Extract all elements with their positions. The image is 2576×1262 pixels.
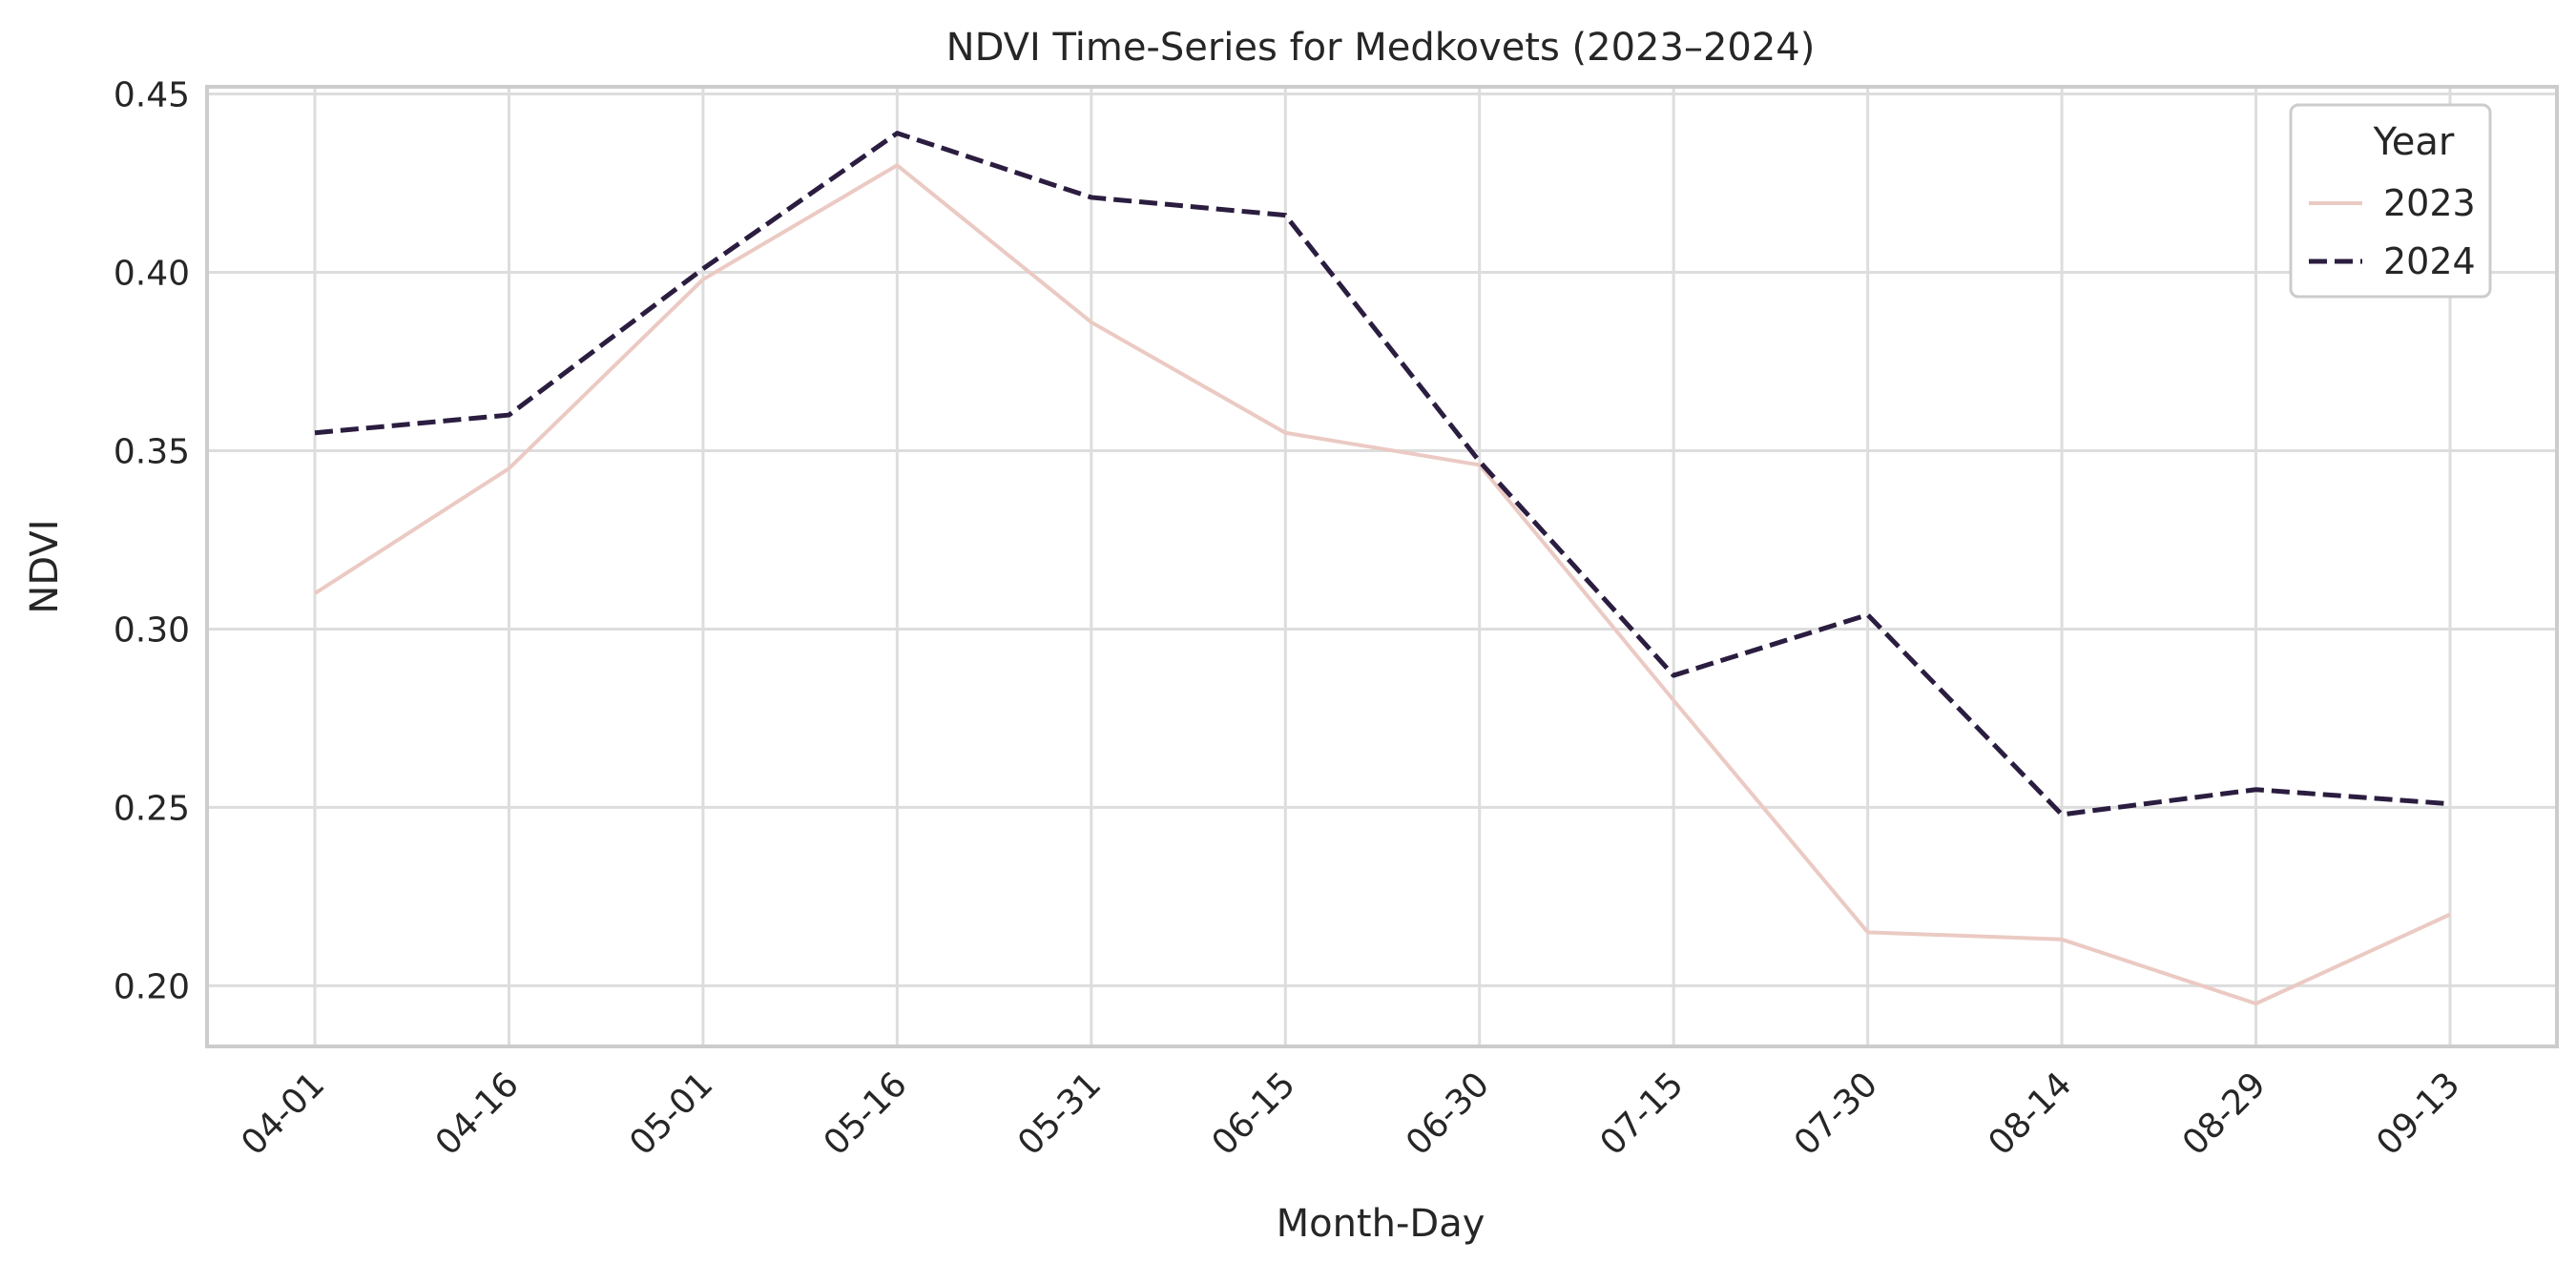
x-tick-label: 07-15 [1593, 1065, 1692, 1163]
legend-label-2024: 2024 [2383, 240, 2476, 282]
y-tick-label: 0.20 [114, 967, 190, 1006]
x-axis-label: Month-Day [1277, 1202, 1485, 1246]
x-tick-label: 08-29 [2175, 1065, 2274, 1163]
y-tick-label: 0.35 [114, 432, 190, 471]
y-tick-label: 0.25 [114, 789, 190, 828]
x-tick-labels: 04-01 04-16 05-01 05-16 05-31 06-15 06-30 07-15… [234, 1065, 2467, 1163]
x-tick-label: 04-16 [428, 1065, 527, 1163]
x-tick-label: 06-30 [1399, 1065, 1497, 1163]
x-tick-label: 04-01 [234, 1065, 332, 1163]
y-axis-label: NDVI [23, 519, 67, 613]
legend-box [2289, 103, 2492, 299]
x-tick-label: 06-15 [1205, 1065, 1303, 1163]
x-tick-label: 05-16 [817, 1065, 915, 1163]
series-line-2023 [313, 163, 2451, 1006]
y-tick-labels: 0.20 0.25 0.30 0.35 0.40 0.45 [114, 75, 190, 1006]
x-tick-label: 09-13 [2369, 1065, 2467, 1163]
x-tick-label: 07-30 [1787, 1065, 1885, 1163]
x-tick-label: 05-01 [622, 1065, 720, 1163]
x-tick-label: 05-31 [1010, 1065, 1109, 1163]
chart-title: NDVI Time-Series for Medkovets (2023–202… [946, 26, 1816, 70]
legend-items: 2023 2024 [2309, 182, 2476, 282]
y-tick-label: 0.45 [114, 75, 190, 114]
legend: Year 2023 2024 [2289, 103, 2492, 299]
y-tick-label: 0.40 [114, 254, 190, 293]
plot-frame [205, 85, 2559, 1048]
series-line-2024 [314, 131, 2451, 817]
series-lines [313, 131, 2451, 1006]
grid-lines [207, 87, 2557, 1046]
legend-label-2023: 2023 [2383, 182, 2476, 224]
legend-title: Year [2373, 120, 2455, 164]
y-tick-label: 0.30 [114, 610, 190, 650]
x-tick-label: 08-14 [1981, 1065, 2079, 1163]
